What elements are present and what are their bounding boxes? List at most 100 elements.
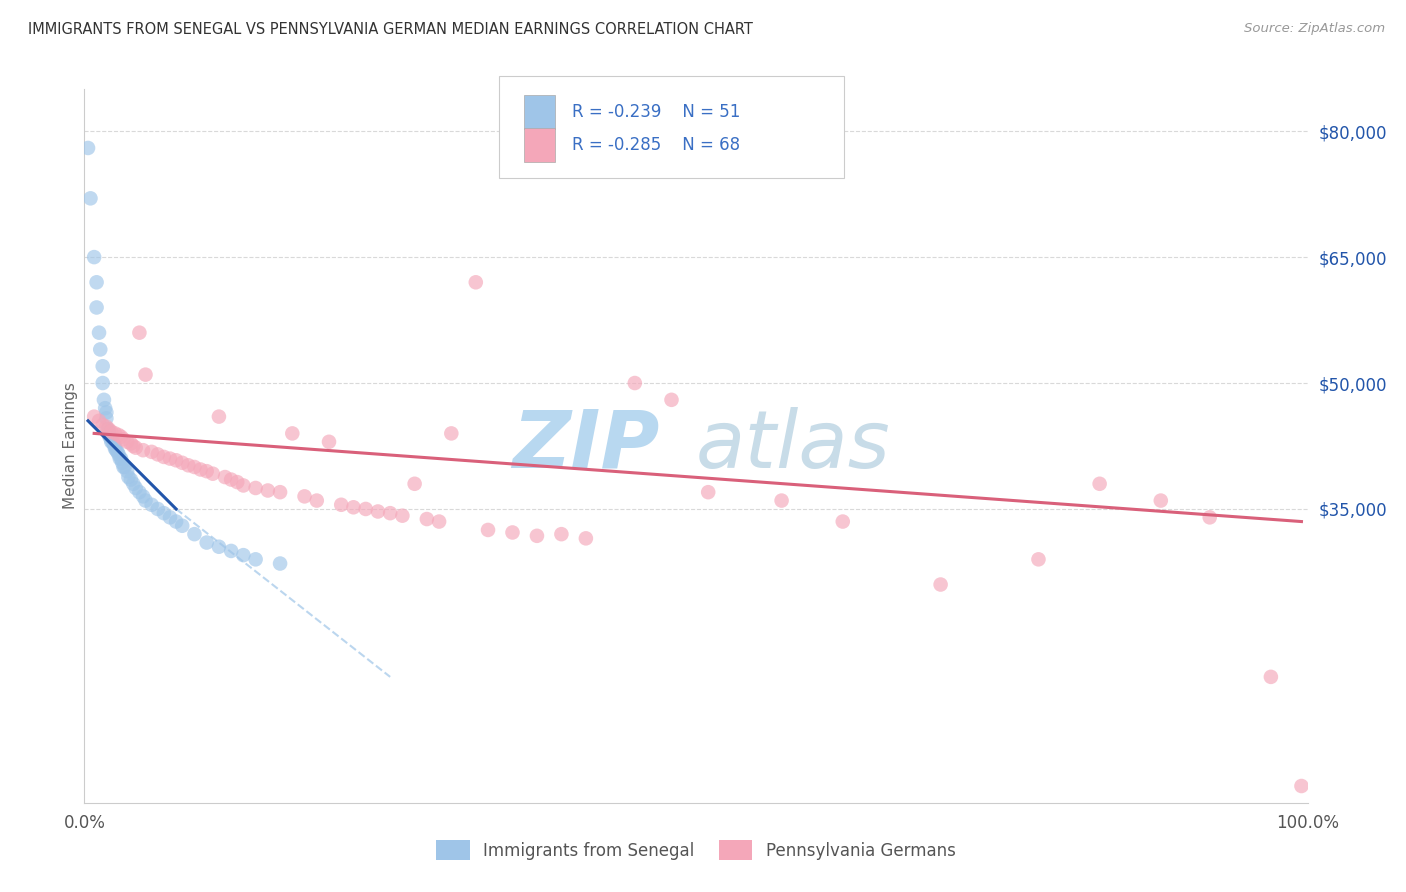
Text: ZIP: ZIP xyxy=(512,407,659,485)
Point xyxy=(108,451,131,466)
Point xyxy=(1291,779,1313,793)
Point xyxy=(93,392,115,407)
Point xyxy=(114,460,136,475)
Point xyxy=(1260,670,1282,684)
Point xyxy=(100,434,122,449)
Point xyxy=(159,510,181,524)
Point xyxy=(105,445,128,459)
Point xyxy=(125,441,148,455)
Legend: Immigrants from Senegal, Pennsylvania Germans: Immigrants from Senegal, Pennsylvania Ge… xyxy=(430,833,962,867)
Text: IMMIGRANTS FROM SENEGAL VS PENNSYLVANIA GERMAN MEDIAN EARNINGS CORRELATION CHART: IMMIGRANTS FROM SENEGAL VS PENNSYLVANIA … xyxy=(28,22,754,37)
Point xyxy=(141,445,163,459)
Point xyxy=(104,442,127,456)
Point xyxy=(97,422,120,436)
Point xyxy=(464,275,486,289)
Point xyxy=(183,460,205,475)
Point xyxy=(87,414,110,428)
Point xyxy=(294,489,316,503)
Point xyxy=(110,451,132,466)
Point xyxy=(929,577,952,591)
Point xyxy=(281,426,304,441)
Point xyxy=(1198,510,1220,524)
Point xyxy=(354,502,377,516)
Point xyxy=(94,401,117,416)
Point xyxy=(257,483,280,498)
Point xyxy=(125,481,148,495)
Point xyxy=(104,426,127,441)
Point xyxy=(97,425,120,439)
Point xyxy=(214,470,236,484)
Point xyxy=(201,467,224,481)
Point xyxy=(120,436,142,450)
Point xyxy=(128,326,150,340)
Point xyxy=(100,425,122,439)
Point xyxy=(91,417,114,432)
Point xyxy=(98,431,121,445)
Point xyxy=(172,456,194,470)
Point xyxy=(342,500,364,515)
Point xyxy=(165,515,187,529)
Point xyxy=(440,426,463,441)
Point xyxy=(112,460,135,475)
Point xyxy=(128,485,150,500)
Point xyxy=(1088,476,1111,491)
Point xyxy=(526,529,548,543)
Point xyxy=(502,525,524,540)
Point xyxy=(79,191,101,205)
Point xyxy=(96,411,118,425)
Point xyxy=(89,343,111,357)
Point xyxy=(831,515,853,529)
Point xyxy=(232,548,254,562)
Point xyxy=(87,326,110,340)
Point xyxy=(110,430,132,444)
Point xyxy=(122,439,145,453)
Point xyxy=(190,462,212,476)
Point xyxy=(107,428,129,442)
Point xyxy=(219,544,242,558)
Point xyxy=(1028,552,1050,566)
Point xyxy=(115,434,138,449)
Point xyxy=(177,458,200,473)
Point xyxy=(159,451,181,466)
Point xyxy=(427,515,450,529)
Point xyxy=(330,498,353,512)
Point xyxy=(86,275,108,289)
Text: Source: ZipAtlas.com: Source: ZipAtlas.com xyxy=(1244,22,1385,36)
Point xyxy=(132,489,155,503)
Point xyxy=(141,498,163,512)
Point xyxy=(111,456,134,470)
Point xyxy=(575,532,598,546)
Point xyxy=(153,450,176,464)
Point xyxy=(226,475,249,489)
Point xyxy=(77,141,100,155)
Point xyxy=(117,470,139,484)
Point xyxy=(183,527,205,541)
Point xyxy=(97,428,120,442)
Point xyxy=(96,419,118,434)
Point xyxy=(132,443,155,458)
Point xyxy=(83,250,105,264)
Point xyxy=(208,540,231,554)
Point xyxy=(105,443,128,458)
Point xyxy=(101,434,124,449)
Text: atlas: atlas xyxy=(696,407,891,485)
Point xyxy=(115,464,138,478)
Point xyxy=(269,557,291,571)
Point xyxy=(697,485,720,500)
Point xyxy=(195,464,218,478)
Point xyxy=(91,359,114,374)
Point xyxy=(305,493,328,508)
Point xyxy=(232,478,254,492)
Point xyxy=(146,502,169,516)
Text: R = -0.285    N = 68: R = -0.285 N = 68 xyxy=(572,136,741,154)
Point xyxy=(153,506,176,520)
Point xyxy=(91,376,114,390)
Point xyxy=(107,447,129,461)
Point xyxy=(245,552,267,566)
Point xyxy=(103,437,125,451)
Point xyxy=(146,447,169,461)
Point xyxy=(318,434,340,449)
Point xyxy=(367,504,389,518)
Point xyxy=(120,473,142,487)
Point xyxy=(391,508,413,523)
